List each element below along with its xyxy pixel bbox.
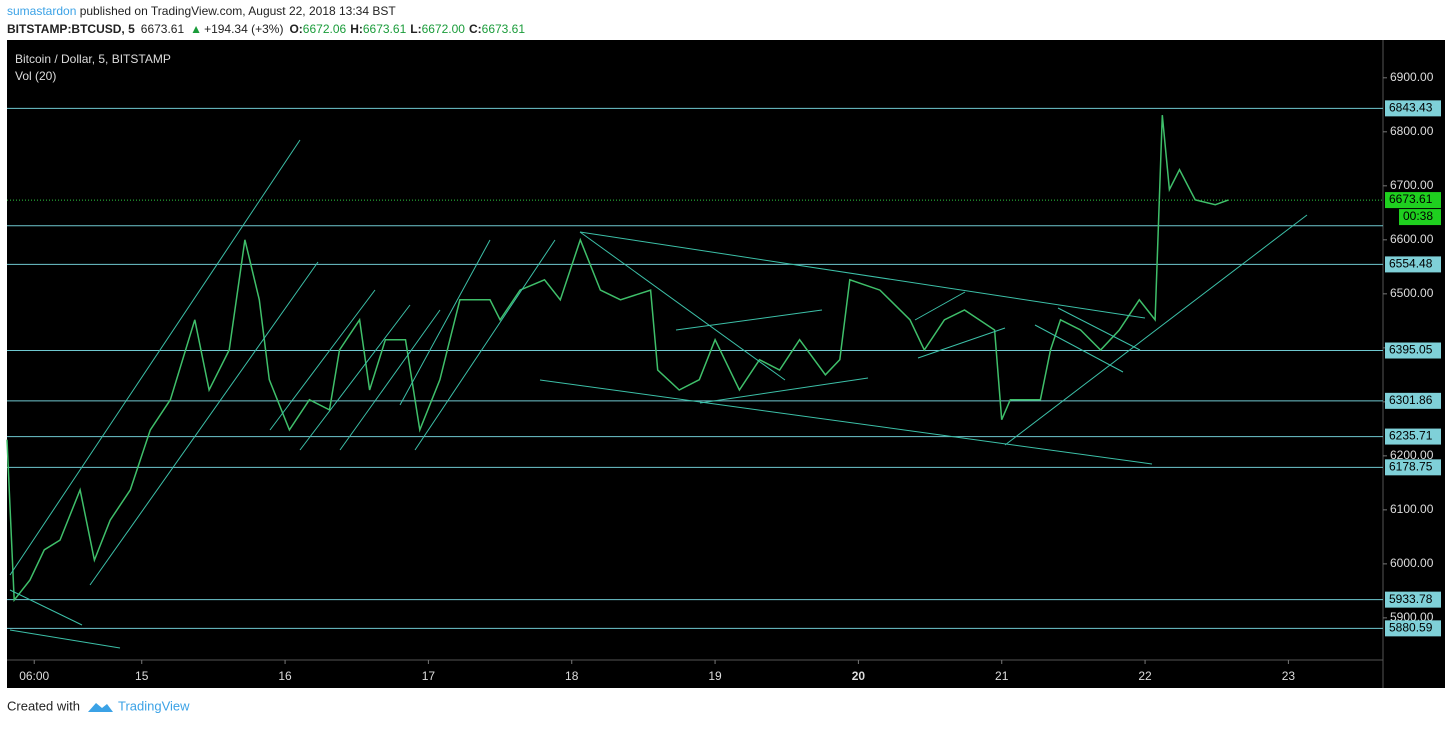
level-label: 6301.86 [1389,393,1433,407]
last-price-box [1385,192,1441,209]
x-tick-label: 06:00 [19,669,49,683]
x-tick-label: 23 [1282,669,1296,683]
level-label-box [1385,256,1441,273]
high: 6673.61 [363,22,407,36]
published: published on TradingView.com, August 22,… [76,4,396,18]
level-label: 6395.05 [1389,343,1433,357]
volume-label: Vol (20) [15,69,56,83]
y-tick-label: 6800.00 [1390,124,1434,138]
close-label: C: [469,22,482,36]
open: 6672.06 [303,22,347,36]
y-tick-label: 6900.00 [1390,70,1434,84]
x-tick-label: 16 [278,669,292,683]
level-label-box [1385,392,1441,409]
x-tick-label: 22 [1138,669,1152,683]
y-tick-label: 6200.00 [1390,448,1434,462]
y-tick-label: 6600.00 [1390,232,1434,246]
low: 6672.00 [422,22,466,36]
footer-created: Created with [7,698,80,713]
chart-title: Bitcoin / Dollar, 5, BITSTAMP [15,52,171,66]
low-label: L: [410,22,421,36]
level-label: 6235.71 [1389,429,1433,443]
level-label-box [1385,591,1441,608]
x-tick-label: 20 [852,669,866,683]
x-tick-label: 18 [565,669,579,683]
x-tick-label: 15 [135,669,149,683]
y-tick-label: 6500.00 [1390,286,1434,300]
plot: 5900.006000.006100.006200.006300.006400.… [6,70,1441,683]
level-label: 6843.43 [1389,101,1433,115]
author[interactable]: sumastardon [7,4,76,18]
countdown-box [1399,209,1441,226]
change: +194.34 (+3%) [204,22,283,36]
x-tick-label: 19 [708,669,722,683]
logo[interactable] [88,703,113,712]
level-label-box [1385,342,1441,359]
countdown: 00:38 [1403,209,1433,223]
level-label: 5880.59 [1389,621,1433,635]
price: 6673.61 [141,22,185,36]
last-price-label: 6673.61 [1389,192,1433,206]
high-label: H: [350,22,363,36]
level-label-box [1385,428,1441,445]
x-tick-label: 21 [995,669,1009,683]
price-line [6,115,1229,603]
close: 6673.61 [482,22,526,36]
level-label: 5933.78 [1389,592,1433,606]
x-tick-label: 17 [422,669,436,683]
y-tick-label: 6100.00 [1390,502,1434,516]
level-label-box [1385,459,1441,476]
footer-brand[interactable]: TradingView [118,698,190,713]
level-label-box [1385,620,1441,637]
symbol: BITSTAMP:BTCUSD, 5 [7,22,135,36]
y-tick-label: 6000.00 [1390,556,1434,570]
publish-line: sumastardon published on TradingView.com… [7,4,396,18]
level-label: 6554.48 [1389,257,1433,271]
level-label: 6178.75 [1389,460,1433,474]
y-tick-label: 6700.00 [1390,178,1434,192]
arrow: ▲ [190,22,202,36]
trend-lines [9,139,1308,649]
chart-panel [7,40,1445,688]
open-label: O: [289,22,302,36]
symbol-line: BITSTAMP:BTCUSD, 5 6673.61 ▲ +194.34 (+3%) O… [7,22,525,36]
level-label-box [1385,100,1441,117]
